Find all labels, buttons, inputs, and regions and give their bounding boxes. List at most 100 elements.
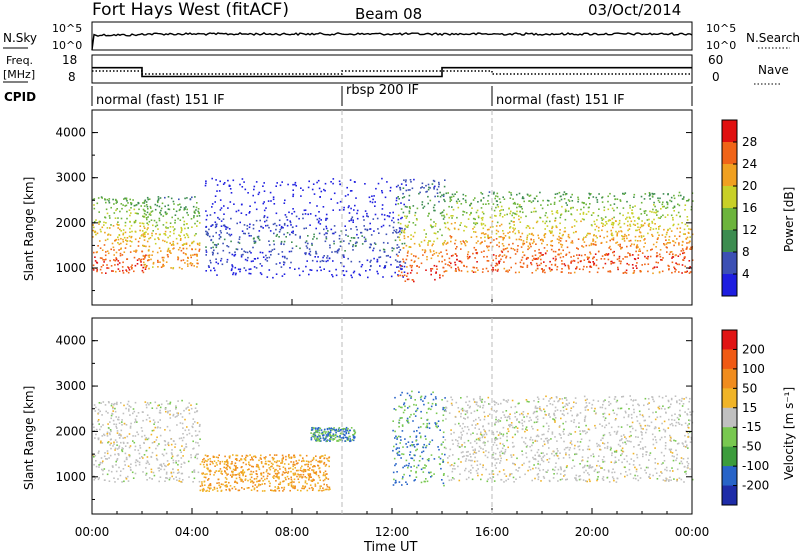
velocity-cell [671,452,674,454]
power-cell [438,260,440,263]
velocity-cell [479,397,481,400]
power-cell [439,274,441,276]
power-cell [536,258,539,260]
power-cell [649,255,652,258]
power-cell [343,206,345,209]
power-cell [205,249,207,252]
velocity-cell [442,419,444,422]
power-cell [467,257,469,260]
nave-trace [92,70,692,75]
power-cell [143,255,145,257]
velocity-cell [458,479,461,482]
power-cell [526,234,529,237]
power-cell [172,248,174,250]
power-cell [407,278,410,281]
power-cell [116,208,118,210]
power-cell [629,225,632,227]
velocity-cell [302,469,305,471]
velocity-cell [659,438,661,441]
power-cell [333,242,335,245]
velocity-cell [180,472,183,475]
power-cell [147,198,149,201]
power-cell [248,268,251,271]
power-cell [178,266,181,269]
power-cell [492,269,494,271]
velocity-cell [99,441,102,444]
velocity-cell [624,441,626,444]
power-cell [140,261,142,263]
velocity-cell [393,478,395,481]
cpid-segment-1: normal (fast) 151 IF [96,93,225,108]
power-cell [167,196,170,198]
velocity-cell [427,459,430,462]
velocity-cell [429,441,431,443]
velocity-cell [253,455,255,458]
velocity-cell [226,461,229,464]
power-cell [160,266,163,268]
velocity-cell [354,432,356,435]
power-cell [115,200,118,202]
power-cell [396,266,398,268]
velocity-cell [308,476,311,478]
power-cell [438,181,440,184]
power-cell [667,228,669,231]
velocity-cell [307,468,309,471]
velocity-cell [301,470,303,472]
power-cell [316,218,319,221]
power-cell [263,182,265,184]
velocity-cell [95,465,98,468]
power-cell [613,216,615,219]
velocity-cell [352,439,355,442]
power-cell [477,240,479,242]
power-cell [339,183,341,186]
power-cell [435,251,438,254]
noise-left-tick-low: 10^0 [52,39,82,52]
power-cell [232,272,235,274]
power-cell [125,239,127,241]
power-cell [454,222,456,224]
velocity-cell [209,460,212,463]
velocity-cell [416,448,418,451]
power-cell [444,222,447,225]
power-cell [522,266,524,268]
power-cell [198,242,201,244]
power-cell [498,255,500,257]
velocity-cell [471,446,474,448]
velocity-cell [114,481,116,483]
power-cell [603,206,606,209]
power-cell [522,243,524,246]
velocity-cell [528,466,531,468]
power-cell [577,248,579,250]
power-cell [409,179,412,181]
power-cell [124,221,127,224]
velocity-cell [101,414,103,416]
velocity-cell [478,439,480,441]
velocity-cell [342,428,345,431]
velocity-cell [148,477,151,479]
power-cell [518,238,521,241]
power-cell [674,254,677,257]
power-cell [350,207,352,210]
power-cell [632,272,635,274]
power-cell [266,224,269,227]
power-cell [475,252,478,254]
power-cell [338,234,341,237]
velocity-cell [460,431,462,434]
power-cell [644,210,647,212]
power-cell [602,218,605,220]
power-cell [573,225,576,227]
velocity-cell [398,454,401,456]
velocity-cell [410,470,412,472]
power-cell [450,196,453,198]
power-cell [93,207,96,210]
velocity-cell [615,433,618,435]
power-cell [603,258,606,260]
power-cell [480,224,483,226]
power-cell [429,240,432,242]
power-cell [233,255,236,257]
power-cell [689,228,692,231]
power-cell [522,242,524,245]
power-cell [564,193,567,196]
power-cell [491,245,494,248]
velocity-cell [286,475,289,478]
